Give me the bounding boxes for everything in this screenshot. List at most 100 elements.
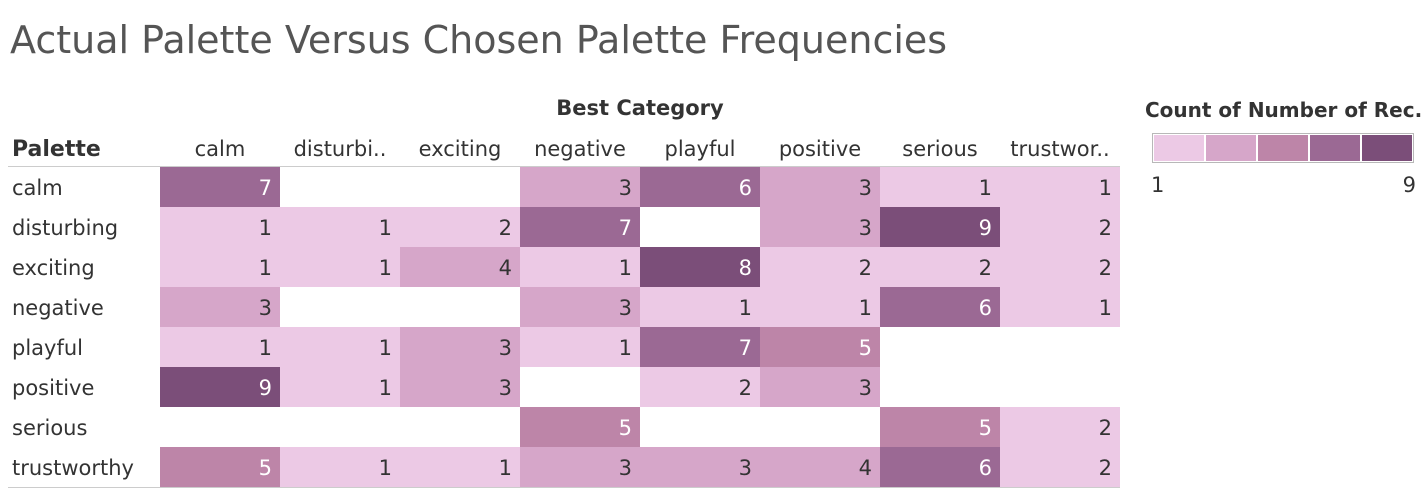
cell-value-label: 8 xyxy=(739,256,752,280)
heatmap-cell xyxy=(1000,247,1120,287)
cell-value-label: 2 xyxy=(1099,256,1112,280)
row-label: exciting xyxy=(12,256,95,280)
cell-value-label: 5 xyxy=(259,456,272,480)
heatmap-cell xyxy=(880,207,1000,247)
cell-value-label: 2 xyxy=(979,256,992,280)
cell-value-label: 7 xyxy=(259,176,272,200)
heatmap-cell xyxy=(400,207,520,247)
heatmap-cell xyxy=(1000,207,1120,247)
heatmap-cell xyxy=(640,287,760,327)
heatmap-cell xyxy=(520,327,640,367)
cell-value-label: 5 xyxy=(979,416,992,440)
row-label: playful xyxy=(12,336,83,360)
cell-value-label: 3 xyxy=(619,296,632,320)
cell-value-label: 1 xyxy=(379,336,392,360)
legend-swatch xyxy=(1257,134,1309,162)
column-label: serious xyxy=(902,137,977,161)
heatmap-cell xyxy=(880,167,1000,207)
heatmap-cell xyxy=(520,167,640,207)
column-label: positive xyxy=(779,137,861,161)
cell-value-label: 7 xyxy=(619,216,632,240)
cell-value-label: 2 xyxy=(1099,416,1112,440)
heatmap-cells: 7 3 6 3 1 11 1 2 7 3 9 21 1 4 1 8 2 2 23 3 1 1 6 11 1 3 1 7 59 1 3 2 35 5… xyxy=(160,167,1120,487)
column-label: playful xyxy=(665,137,736,161)
column-label: negative xyxy=(534,137,626,161)
heatmap-cell xyxy=(160,367,280,407)
legend-max-label: 9 xyxy=(1402,173,1416,197)
cell-value-label: 3 xyxy=(859,176,872,200)
heatmap-cell xyxy=(1000,407,1120,447)
cell-value-label: 3 xyxy=(259,296,272,320)
cell-value-label: 1 xyxy=(259,256,272,280)
heatmap-cell xyxy=(640,327,760,367)
cell-value-label: 5 xyxy=(619,416,632,440)
heatmap-cell xyxy=(280,247,400,287)
heatmap-cell xyxy=(520,247,640,287)
heatmap-cell xyxy=(280,367,400,407)
cell-value-label: 2 xyxy=(1099,216,1112,240)
heatmap-cell xyxy=(160,247,280,287)
cell-value-label: 1 xyxy=(499,456,512,480)
cell-value-label: 3 xyxy=(499,376,512,400)
cell-value-label: 1 xyxy=(379,376,392,400)
heatmap-cell xyxy=(280,327,400,367)
legend-swatch xyxy=(1361,134,1413,162)
cell-value-label: 3 xyxy=(859,376,872,400)
heatmap-cell xyxy=(640,447,760,487)
cell-value-label: 3 xyxy=(619,456,632,480)
row-labels: calm disturbing exciting negative playful pos… xyxy=(12,176,134,480)
heatmap-cell xyxy=(760,447,880,487)
heatmap-cell xyxy=(760,247,880,287)
cell-value-label: 5 xyxy=(859,336,872,360)
column-labels: calm disturbi.. exciting negative playful pos… xyxy=(195,137,1110,161)
cell-value-label: 1 xyxy=(619,336,632,360)
cell-value-label: 1 xyxy=(379,256,392,280)
heatmap-cell xyxy=(280,447,400,487)
heatmap-cell xyxy=(160,207,280,247)
cell-value-label: 3 xyxy=(739,456,752,480)
column-label: exciting xyxy=(419,137,502,161)
row-label: trustworthy xyxy=(12,456,134,480)
legend-swatch xyxy=(1153,134,1205,162)
cell-value-label: 9 xyxy=(979,216,992,240)
cell-value-label: 2 xyxy=(859,256,872,280)
cell-value-label: 1 xyxy=(379,456,392,480)
heatmap-cell xyxy=(160,287,280,327)
legend-color-scale[interactable] xyxy=(1152,133,1414,163)
cell-value-label: 3 xyxy=(859,216,872,240)
cell-value-label: 4 xyxy=(859,456,872,480)
row-label: calm xyxy=(12,176,63,200)
heatmap-cell xyxy=(880,287,1000,327)
cell-value-label: 1 xyxy=(1099,296,1112,320)
legend-title: Count of Number of Rec.. xyxy=(1145,98,1424,122)
cell-value-label: 2 xyxy=(499,216,512,240)
heatmap-cell xyxy=(880,247,1000,287)
column-label: trustwor.. xyxy=(1010,137,1109,161)
legend-swatch xyxy=(1205,134,1257,162)
cell-value-label: 1 xyxy=(619,256,632,280)
heatmap-cell xyxy=(520,287,640,327)
heatmap-cell xyxy=(1000,447,1120,487)
cell-value-label: 3 xyxy=(499,336,512,360)
row-label: positive xyxy=(12,376,94,400)
cell-value-label: 1 xyxy=(379,216,392,240)
cell-value-label: 6 xyxy=(979,456,992,480)
heatmap-cell xyxy=(520,207,640,247)
cell-value-label: 1 xyxy=(1099,176,1112,200)
column-label: disturbi.. xyxy=(294,137,387,161)
heatmap-cell xyxy=(520,407,640,447)
chart-title: Actual Palette Versus Chosen Palette Fre… xyxy=(10,18,948,62)
cell-value-label: 2 xyxy=(1099,456,1112,480)
cell-value-label: 9 xyxy=(259,376,272,400)
heatmap-cell xyxy=(640,247,760,287)
heatmap-cell xyxy=(1000,287,1120,327)
row-header-title: Palette xyxy=(12,137,101,162)
heatmap-cell xyxy=(640,167,760,207)
legend-min-label: 1 xyxy=(1151,173,1165,197)
column-header-title: Best Category xyxy=(556,96,724,120)
heatmap-cell xyxy=(880,447,1000,487)
heatmap-cell xyxy=(280,207,400,247)
heatmap-cell xyxy=(760,207,880,247)
heatmap-cell xyxy=(1000,167,1120,207)
